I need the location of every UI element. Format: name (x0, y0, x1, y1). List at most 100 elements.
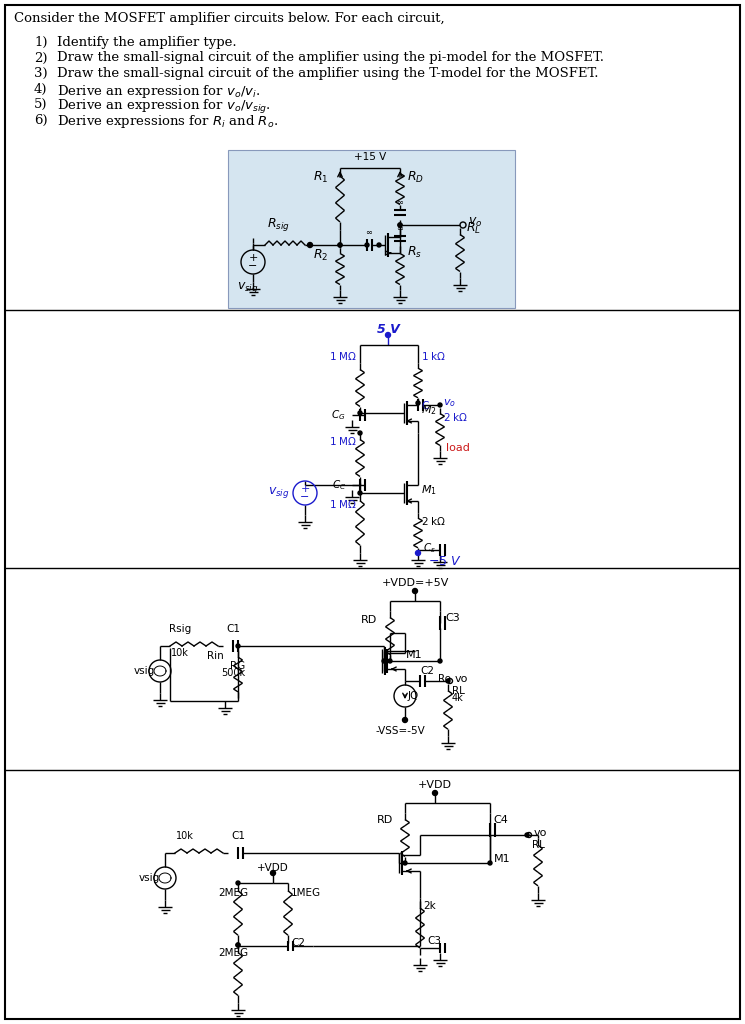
Text: vsig: vsig (134, 666, 155, 676)
Text: +VDD: +VDD (257, 863, 289, 873)
Text: $R_L$: $R_L$ (466, 220, 481, 236)
Text: +15 V: +15 V (354, 152, 386, 162)
Text: RL: RL (532, 840, 545, 850)
Circle shape (338, 243, 342, 247)
Text: $v_{sig}$: $v_{sig}$ (237, 280, 259, 295)
Circle shape (525, 833, 529, 837)
Circle shape (236, 943, 240, 947)
Text: $M_1$: $M_1$ (421, 483, 437, 497)
Text: vo: vo (534, 828, 548, 838)
Text: RG: RG (230, 662, 246, 671)
Circle shape (403, 861, 407, 865)
Text: 10k: 10k (176, 831, 194, 841)
Circle shape (236, 943, 240, 947)
Circle shape (416, 401, 420, 406)
Text: C1: C1 (231, 831, 245, 841)
Text: Derive an expression for $v_o/v_i$.: Derive an expression for $v_o/v_i$. (57, 83, 260, 99)
Text: +VDD=+5V: +VDD=+5V (381, 578, 448, 588)
Text: 5 V: 5 V (377, 323, 399, 336)
Text: 2 k$\Omega$: 2 k$\Omega$ (421, 515, 446, 527)
Text: Consider the MOSFET amplifier circuits below. For each circuit,: Consider the MOSFET amplifier circuits b… (14, 12, 445, 25)
Text: 2 k$\Omega$: 2 k$\Omega$ (443, 411, 469, 423)
Text: Derive an expression for $v_o/v_{sig}$.: Derive an expression for $v_o/v_{sig}$. (57, 98, 271, 116)
Circle shape (308, 243, 312, 248)
Text: $\infty$: $\infty$ (396, 198, 404, 207)
Circle shape (377, 243, 381, 247)
Circle shape (382, 659, 386, 663)
Circle shape (385, 333, 390, 338)
Text: +: + (248, 253, 258, 263)
Circle shape (413, 589, 417, 594)
Text: $R_D$: $R_D$ (407, 169, 424, 184)
Text: 1 M$\Omega$: 1 M$\Omega$ (329, 498, 357, 510)
Text: C3: C3 (445, 613, 460, 623)
Circle shape (433, 791, 437, 796)
Text: $R_1$: $R_1$ (313, 169, 328, 184)
Text: vsig: vsig (139, 873, 160, 883)
Text: $M_2$: $M_2$ (421, 403, 437, 417)
Text: 1 M$\Omega$: 1 M$\Omega$ (329, 350, 357, 362)
Text: C3: C3 (427, 936, 441, 946)
Text: RD: RD (361, 615, 377, 625)
Text: $v_o$: $v_o$ (468, 215, 482, 228)
Text: 2): 2) (34, 51, 48, 65)
Text: 1 k$\Omega$: 1 k$\Omega$ (421, 350, 446, 362)
Text: $C_G$: $C_G$ (332, 409, 346, 422)
Text: M1: M1 (406, 650, 422, 660)
Text: −: − (300, 492, 310, 502)
Circle shape (398, 223, 402, 227)
Bar (228, 150, 515, 308)
Circle shape (446, 679, 450, 683)
Text: RL: RL (452, 686, 465, 696)
Text: $-5\ V$: $-5\ V$ (428, 555, 462, 568)
Text: C1: C1 (226, 624, 240, 634)
Circle shape (358, 411, 362, 415)
Text: 6): 6) (34, 114, 48, 127)
Text: $v_o$: $v_o$ (443, 397, 456, 409)
Text: Draw the small-signal circuit of the amplifier using the pi-model for the MOSFET: Draw the small-signal circuit of the amp… (57, 51, 604, 65)
Circle shape (365, 243, 369, 247)
Text: $C_s$: $C_s$ (423, 541, 436, 555)
Text: 1 M$\Omega$: 1 M$\Omega$ (329, 435, 357, 447)
Text: Identify the amplifier type.: Identify the amplifier type. (57, 36, 237, 49)
Text: Ro: Ro (438, 674, 451, 684)
Text: $R_2$: $R_2$ (313, 248, 328, 262)
Circle shape (388, 659, 392, 663)
Circle shape (488, 861, 492, 865)
Text: C4: C4 (493, 815, 508, 825)
Circle shape (438, 403, 442, 407)
Text: 2MEG: 2MEG (218, 948, 248, 958)
Text: Derive expressions for $R_i$ and $R_o$.: Derive expressions for $R_i$ and $R_o$. (57, 114, 278, 130)
Text: vo: vo (455, 674, 469, 684)
Text: 5): 5) (34, 98, 48, 111)
Text: $\infty$: $\infty$ (396, 224, 404, 233)
Text: 4k: 4k (452, 693, 463, 703)
Text: $\infty$: $\infty$ (365, 228, 373, 237)
Circle shape (236, 644, 240, 648)
Text: Draw the small-signal circuit of the amplifier using the T-model for the MOSFET.: Draw the small-signal circuit of the amp… (57, 67, 598, 80)
Text: C: C (421, 401, 428, 411)
Text: +VDD: +VDD (418, 780, 452, 790)
Text: C2: C2 (420, 666, 434, 676)
Text: $v_{sig}$: $v_{sig}$ (268, 485, 290, 501)
Text: JQ: JQ (408, 691, 419, 701)
Text: 2MEG: 2MEG (218, 888, 248, 898)
Circle shape (236, 881, 240, 885)
Text: 3): 3) (34, 67, 48, 80)
Text: 2k: 2k (423, 901, 436, 911)
Text: Rsig: Rsig (169, 624, 191, 634)
Text: 1): 1) (34, 36, 48, 49)
Text: $R_s$: $R_s$ (407, 245, 422, 259)
Circle shape (338, 243, 342, 247)
Text: M1: M1 (494, 854, 510, 864)
Text: +: + (300, 484, 310, 494)
Text: 500k: 500k (221, 668, 245, 678)
Text: load: load (446, 443, 470, 453)
Circle shape (416, 551, 420, 555)
Text: Rin: Rin (206, 651, 223, 662)
Text: 1MEG: 1MEG (291, 888, 321, 898)
Circle shape (270, 870, 276, 876)
Text: −: − (248, 261, 258, 271)
Text: C2: C2 (291, 938, 305, 948)
Text: 4): 4) (34, 83, 48, 95)
